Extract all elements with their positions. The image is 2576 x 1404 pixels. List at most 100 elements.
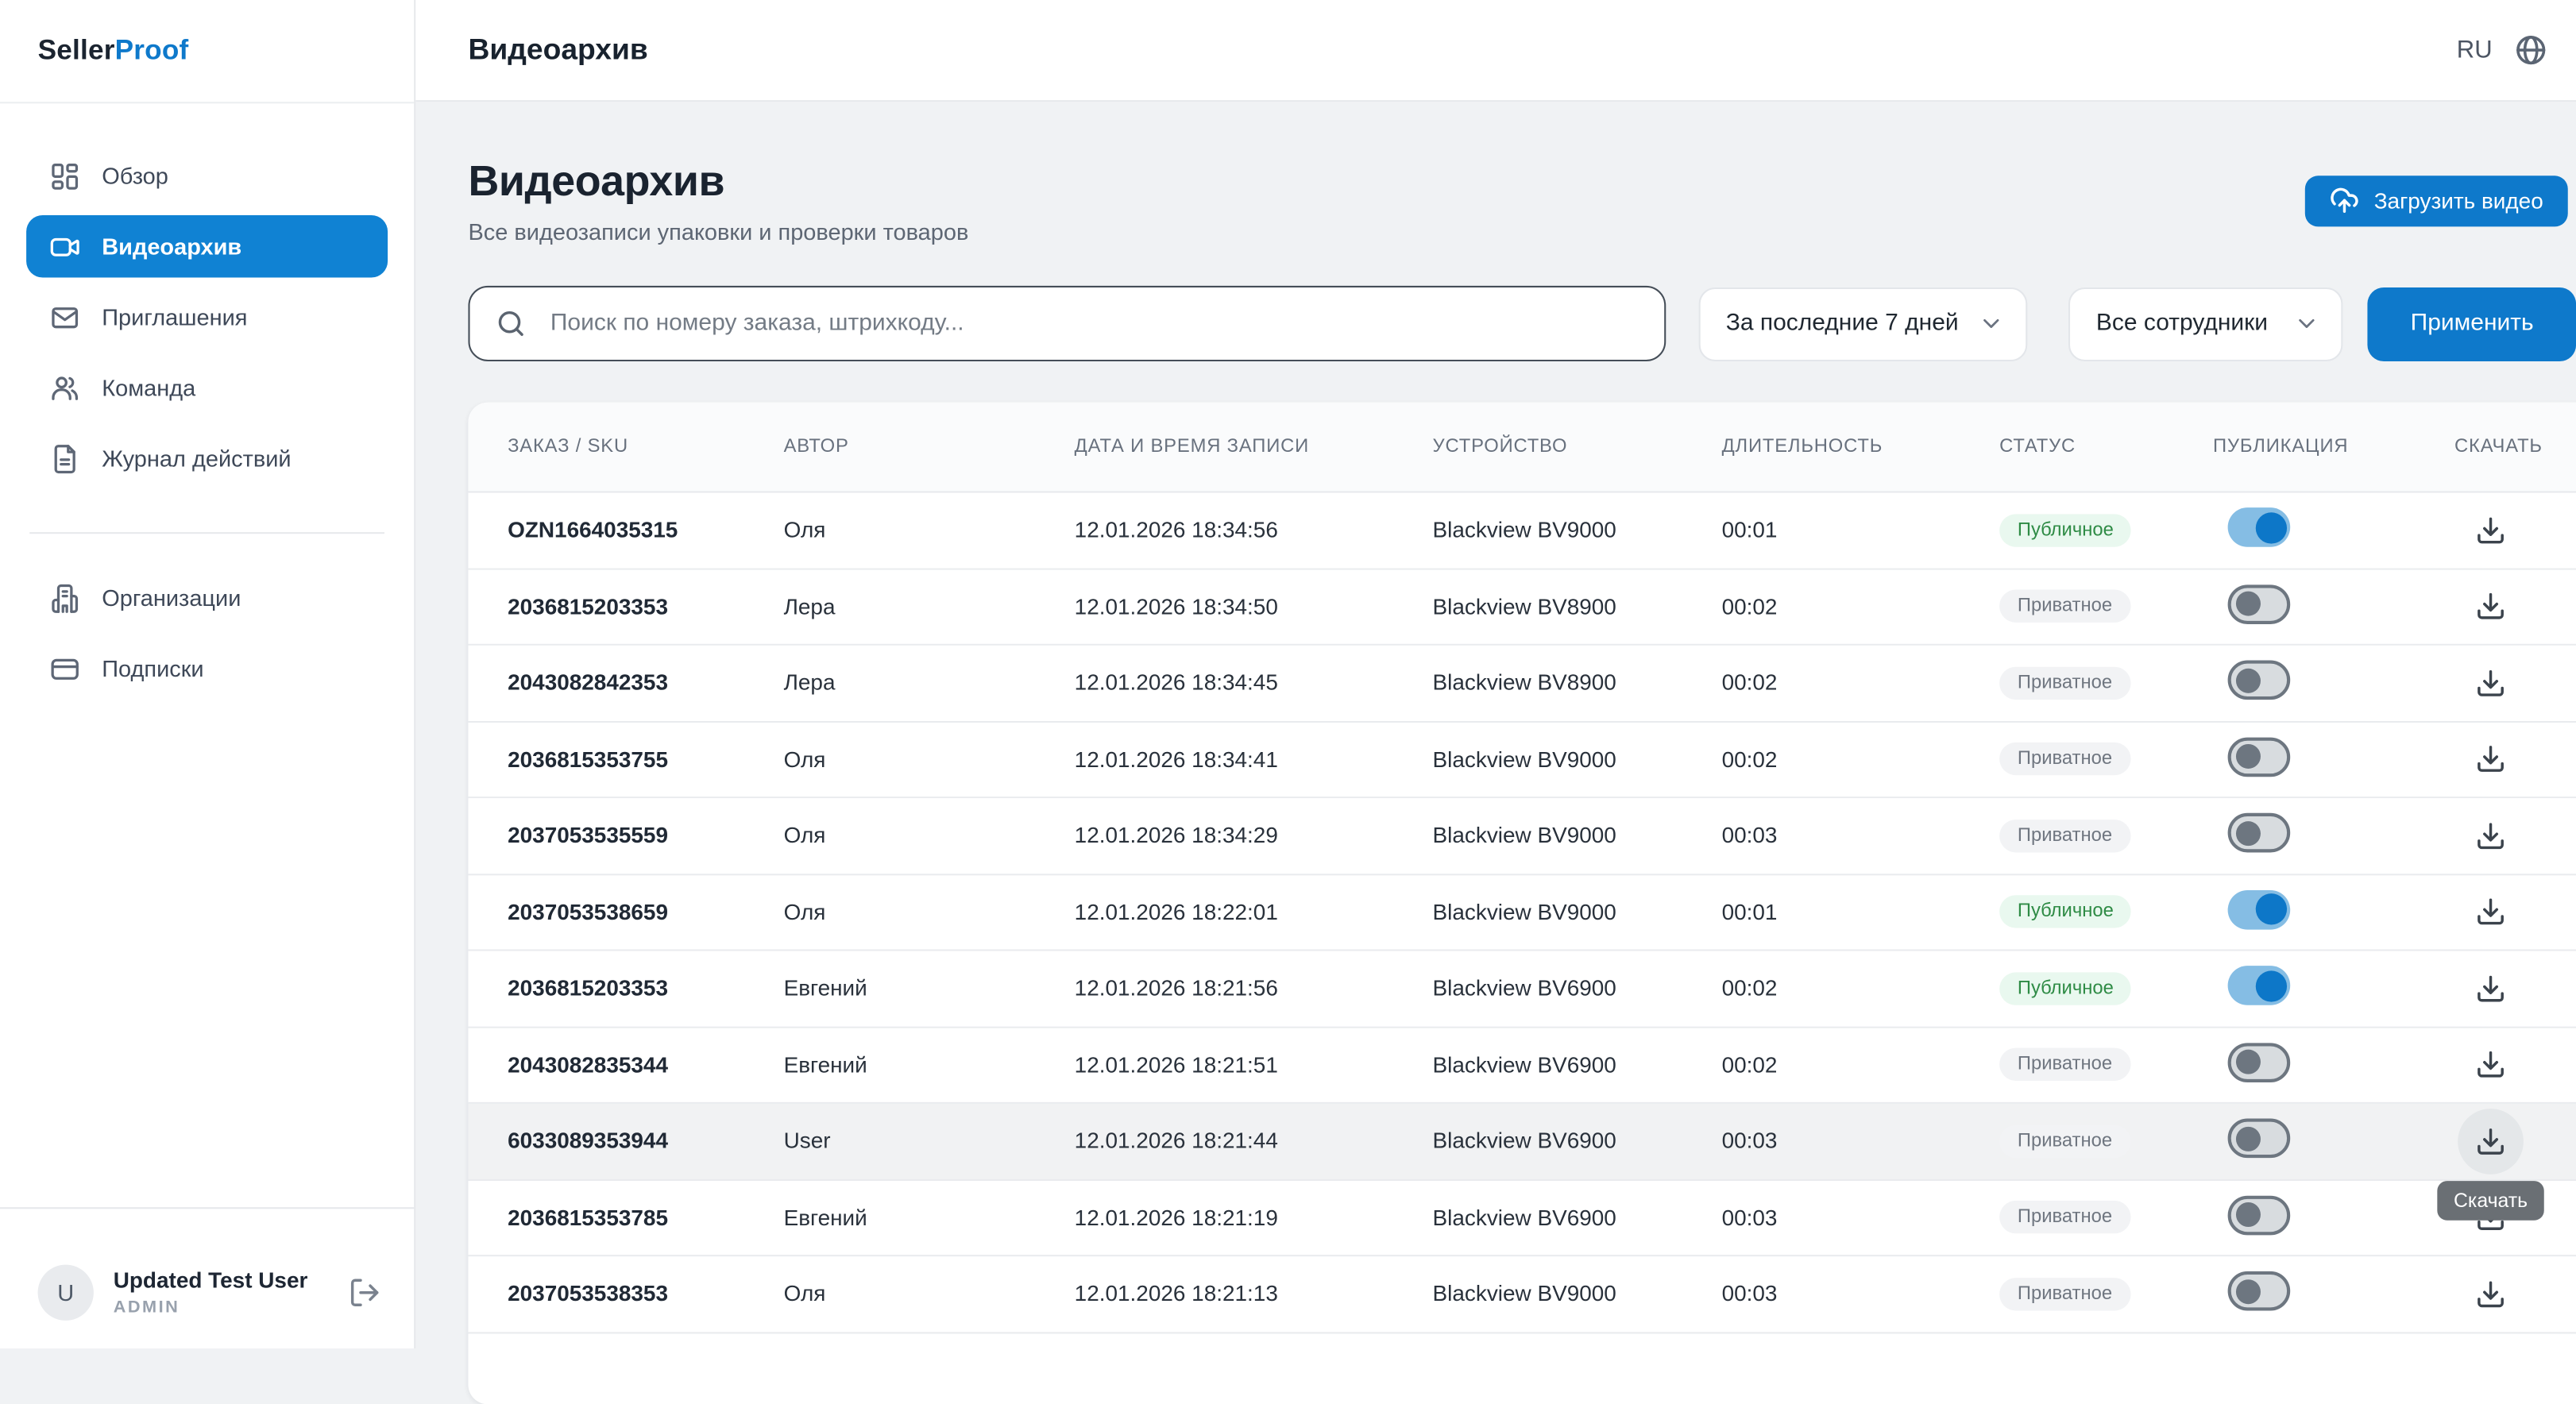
order-cell: 6033089353944 [508,1128,668,1154]
filters-bar: За последние 7 дней Все сотрудники Приме… [468,285,2576,362]
sidebar-item-label: Команда [102,374,196,401]
device-cell: Blackview BV9000 [1432,746,1616,772]
duration-cell: 00:01 [1721,899,1778,924]
download-button[interactable] [2458,650,2524,716]
download-cell [2415,573,2576,639]
author-cell: Оля [783,518,826,543]
publish-toggle[interactable] [2227,813,2291,853]
sidebar-item-subscriptions[interactable]: Подписки [26,638,388,700]
download-button[interactable] [2458,803,2524,869]
language-switcher[interactable]: RU [2457,33,2548,67]
table-row: OZN1664035315 Оля 12.01.2026 18:34:56 Bl… [468,492,2576,569]
globe-icon[interactable] [2513,33,2547,67]
sidebar-item-video-archive[interactable]: Видеоархив [26,214,388,278]
download-icon [2478,1280,2504,1307]
download-button[interactable] [2458,1032,2524,1097]
apply-button[interactable]: Применить [2368,286,2576,361]
upload-video-button[interactable]: Загрузить видео [2304,175,2568,226]
download-button[interactable] [2458,955,2524,1021]
order-cell: 2036815203353 [508,594,668,619]
column-header: ПУБЛИКАЦИЯ [2213,437,2349,457]
download-icon [2478,1051,2504,1078]
topbar-title: Видеоархив [468,33,648,66]
publish-toggle[interactable] [2227,1271,2291,1312]
publication-cell [2173,1042,2415,1087]
datetime-cell: 12.01.2026 18:21:56 [1074,976,1278,1001]
publish-toggle[interactable] [2227,507,2291,548]
sidebar-nav-secondary: Организации Подписки [0,567,414,708]
duration-cell: 00:01 [1721,518,1778,543]
sidebar-item-invitations[interactable]: Приглашения [26,286,388,349]
status-badge: Публичное [1999,971,2132,1005]
download-button[interactable] [2458,727,2524,793]
status-badge: Приватное [1999,666,2130,700]
download-button[interactable] [2458,497,2524,563]
search-input[interactable] [546,308,1641,339]
page-subtitle: Все видеозаписи упаковки и проверки това… [468,218,969,245]
user-meta: Updated Test User ADMIN [114,1268,308,1317]
order-cell: 2036815353755 [508,746,668,772]
period-select[interactable]: За последние 7 дней [1697,286,2028,361]
device-cell: Blackview BV8900 [1432,670,1616,696]
sidebar: Seller Proof Обзор Видеоархив Приглашения Ко… [0,0,416,1349]
status-cell: Приватное [1960,666,2173,700]
status-badge: Приватное [1999,1277,2130,1310]
table-row: 2037053535559 Оля 12.01.2026 18:34:29 Bl… [468,798,2576,875]
video-table: ЗАКАЗ / SKU АВТОР ДАТА И ВРЕМЯ ЗАПИСИ УСТРО… [468,402,2576,1404]
download-cell: Скачать [2415,1108,2576,1221]
download-cell [2415,879,2576,945]
download-cell [2415,650,2576,716]
publication-cell [2173,966,2415,1011]
publish-toggle[interactable] [2227,1119,2291,1159]
status-cell: Приватное [1960,1201,2173,1234]
publish-toggle[interactable] [2227,737,2291,777]
sidebar-item-team[interactable]: Команда [26,357,388,419]
status-cell: Приватное [1960,1124,2173,1158]
download-cell [2415,727,2576,793]
device-cell: Blackview BV6900 [1432,976,1616,1001]
download-button[interactable]: Скачать [2437,1108,2544,1221]
employees-select[interactable]: Все сотрудники [2068,286,2344,361]
device-cell: Blackview BV6900 [1432,1128,1616,1154]
download-icon [2478,899,2504,925]
table-row: 2036815203353 Евгений 12.01.2026 18:21:5… [468,951,2576,1028]
sidebar-item-overview[interactable]: Обзор [26,145,388,207]
table-row: 2043082842353 Лера 12.01.2026 18:34:45 B… [468,645,2576,723]
language-label[interactable]: RU [2456,36,2493,64]
page-header: Видеоархив Все видеозаписи упаковки и пр… [468,156,2576,245]
publish-toggle[interactable] [2227,1042,2291,1082]
download-cell [2415,1261,2576,1327]
status-badge: Приватное [1999,742,2130,776]
download-button[interactable] [2458,573,2524,639]
publication-cell [2173,813,2415,858]
download-icon [2478,517,2504,543]
logout-icon[interactable] [348,1276,380,1309]
sidebar-item-organizations[interactable]: Организации [26,567,388,630]
status-cell: Публичное [1960,971,2173,1005]
publish-toggle[interactable] [2227,889,2291,930]
publish-toggle[interactable] [2227,1195,2291,1235]
topbar: Видеоархив RU [415,0,2576,102]
table-header-row: ЗАКАЗ / SKU АВТОР ДАТА И ВРЕМЯ ЗАПИСИ УСТРО… [468,402,2576,493]
publish-toggle[interactable] [2227,966,2291,1006]
author-cell: User [783,1128,831,1154]
column-header: УСТРОЙСТВО [1432,437,1568,457]
status-cell: Публичное [1960,895,2173,929]
download-button[interactable] [2458,879,2524,945]
sidebar-item-label: Приглашения [102,303,248,330]
order-cell: 2037053538353 [508,1281,668,1306]
sidebar-item-label: Обзор [102,162,168,189]
duration-cell: 00:03 [1721,823,1778,848]
datetime-cell: 12.01.2026 18:34:45 [1074,670,1278,696]
user-role: ADMIN [113,1297,180,1317]
publish-toggle[interactable] [2227,660,2291,700]
order-cell: 2036815203353 [508,976,668,1001]
download-button[interactable] [2458,1261,2524,1327]
publish-toggle[interactable] [2227,584,2291,624]
status-badge: Приватное [1999,819,2130,852]
table-row: 2037053538659 Оля 12.01.2026 18:22:01 Bl… [468,874,2576,951]
download-icon [2478,1128,2504,1155]
sidebar-item-activity-log[interactable]: Журнал действий [26,427,388,490]
status-badge: Приватное [1999,590,2130,623]
chevron-down-icon [1978,310,2004,337]
